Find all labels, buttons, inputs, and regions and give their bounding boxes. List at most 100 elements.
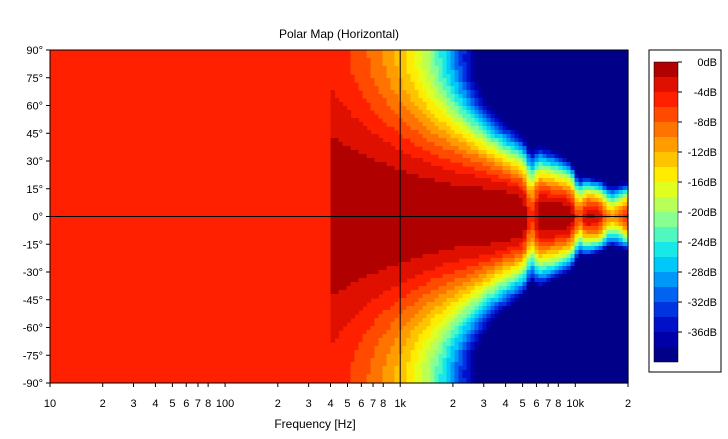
- heatmap-cell: [450, 78, 456, 83]
- heatmap-cell: [494, 350, 500, 355]
- heatmap-cell: [390, 122, 396, 127]
- heatmap-cell: [454, 122, 460, 127]
- heatmap-cell: [526, 170, 532, 175]
- heatmap-cell: [550, 118, 556, 123]
- heatmap-cell: [458, 286, 464, 291]
- heatmap-cell: [430, 314, 436, 319]
- heatmap-cell: [550, 134, 556, 139]
- heatmap-cell: [414, 346, 420, 351]
- heatmap-cell: [422, 250, 428, 255]
- heatmap-cell: [558, 174, 564, 179]
- heatmap-cell: [482, 190, 488, 195]
- heatmap-cell: [566, 106, 572, 111]
- heatmap-cell: [346, 262, 352, 267]
- heatmap-cell: [522, 134, 528, 139]
- heatmap-cell: [346, 234, 352, 239]
- heatmap-cell: [570, 330, 576, 335]
- heatmap-cell: [366, 170, 372, 175]
- heatmap-cell: [330, 330, 336, 335]
- heatmap-cell: [478, 126, 484, 131]
- heatmap-cell: [374, 330, 380, 335]
- heatmap-cell: [398, 354, 404, 359]
- heatmap-cell: [438, 154, 444, 159]
- heatmap-cell: [362, 86, 368, 91]
- heatmap-cell: [510, 78, 516, 83]
- heatmap-cell: [458, 330, 464, 335]
- heatmap-cell: [562, 346, 568, 351]
- heatmap-cell: [446, 138, 452, 143]
- heatmap-cell: [458, 82, 464, 87]
- heatmap-cell: [566, 182, 572, 187]
- heatmap-cell: [546, 234, 552, 239]
- heatmap-cell: [466, 346, 472, 351]
- heatmap-cell: [590, 62, 596, 67]
- heatmap-cell: [534, 86, 540, 91]
- heatmap-cell: [390, 358, 396, 363]
- heatmap-cell: [574, 142, 580, 147]
- heatmap-cell: [562, 182, 568, 187]
- heatmap-cell: [418, 94, 424, 99]
- heatmap-cell: [566, 50, 572, 55]
- heatmap-cell: [450, 118, 456, 123]
- heatmap-cell: [518, 330, 524, 335]
- heatmap-cell: [378, 50, 384, 55]
- heatmap-cell: [462, 366, 468, 371]
- heatmap-cell: [570, 166, 576, 171]
- heatmap-cell: [370, 242, 376, 247]
- heatmap-cell: [494, 226, 500, 231]
- heatmap-cell: [398, 306, 404, 311]
- heatmap-cell: [410, 326, 416, 331]
- heatmap-cell: [354, 298, 360, 303]
- heatmap-cell: [482, 154, 488, 159]
- heatmap-cell: [486, 130, 492, 135]
- heatmap-cell: [486, 206, 492, 211]
- heatmap-cell: [342, 182, 348, 187]
- heatmap-cell: [430, 286, 436, 291]
- heatmap-cell: [410, 110, 416, 115]
- heatmap-cell: [418, 58, 424, 63]
- heatmap-cell: [486, 278, 492, 283]
- heatmap-cell: [346, 318, 352, 323]
- heatmap-cell: [542, 254, 548, 259]
- heatmap-cell: [374, 58, 380, 63]
- heatmap-cell: [410, 254, 416, 259]
- heatmap-cell: [494, 186, 500, 191]
- heatmap-cell: [402, 70, 408, 75]
- heatmap-cell: [402, 218, 408, 223]
- heatmap-cell: [446, 234, 452, 239]
- heatmap-cell: [582, 90, 588, 95]
- heatmap-cell: [566, 166, 572, 171]
- heatmap-cell: [442, 82, 448, 87]
- heatmap-cell: [542, 374, 548, 379]
- heatmap-cell: [482, 342, 488, 347]
- heatmap-cell: [370, 234, 376, 239]
- heatmap-cell: [366, 258, 372, 263]
- heatmap-cell: [522, 94, 528, 99]
- heatmap-cell: [490, 314, 496, 319]
- heatmap-cell: [434, 242, 440, 247]
- heatmap-cell: [530, 258, 536, 263]
- heatmap-cell: [570, 318, 576, 323]
- heatmap-cell: [538, 166, 544, 171]
- heatmap-cell: [454, 210, 460, 215]
- heatmap-cell: [546, 86, 552, 91]
- heatmap-cell: [518, 278, 524, 283]
- heatmap-cell: [514, 178, 520, 183]
- heatmap-cell: [574, 350, 580, 355]
- heatmap-cell: [346, 282, 352, 287]
- heatmap-cell: [398, 66, 404, 71]
- heatmap-cell: [546, 158, 552, 163]
- heatmap-cell: [378, 250, 384, 255]
- heatmap-cell: [442, 354, 448, 359]
- heatmap-cell: [494, 258, 500, 263]
- heatmap-cell: [562, 298, 568, 303]
- heatmap-cell: [398, 154, 404, 159]
- heatmap-cell: [418, 266, 424, 271]
- heatmap-cell: [390, 54, 396, 59]
- heatmap-cell: [414, 310, 420, 315]
- heatmap-cell: [586, 202, 592, 207]
- heatmap-cell: [478, 158, 484, 163]
- heatmap-cell: [542, 326, 548, 331]
- heatmap-cell: [450, 210, 456, 215]
- heatmap-cell: [494, 342, 500, 347]
